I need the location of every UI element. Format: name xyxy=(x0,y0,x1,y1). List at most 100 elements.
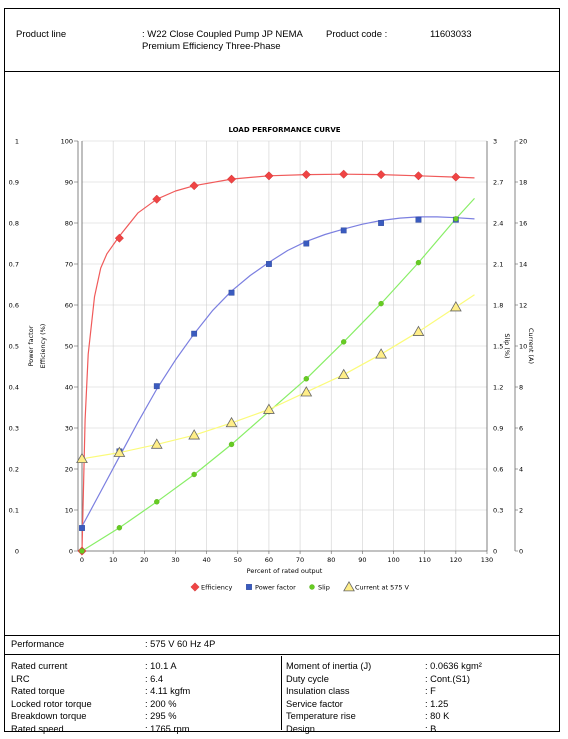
efficiency-tick-label: 90 xyxy=(65,179,73,187)
power-factor-point xyxy=(153,383,160,390)
legend-label: Slip xyxy=(318,584,330,592)
x-axis-label: Percent of rated output xyxy=(247,567,323,575)
power-factor-tick-label: 0 xyxy=(15,548,19,556)
power-factor-tick-label: 0.5 xyxy=(9,343,19,351)
efficiency-point xyxy=(451,172,461,182)
power-factor-tick-label: 0.7 xyxy=(9,261,19,269)
current-tick-label: 8 xyxy=(519,384,523,392)
slip-tick-label: 0.9 xyxy=(493,425,503,433)
efficiency-tick-label: 60 xyxy=(65,302,73,310)
slip-point xyxy=(309,584,315,590)
power-factor-tick-label: 1 xyxy=(15,138,19,146)
current-tick-label: 12 xyxy=(519,302,527,310)
power-factor-tick-label: 0.3 xyxy=(9,425,19,433)
power-factor-point xyxy=(79,525,85,531)
efficiency-point xyxy=(376,170,386,180)
slip-tick-label: 2.7 xyxy=(493,179,503,187)
spec-right-label: Moment of inertia (J) xyxy=(286,661,372,671)
slip-point xyxy=(79,548,85,554)
power-factor-point xyxy=(246,584,252,590)
performance-value: : 575 V 60 Hz 4P xyxy=(145,639,216,649)
efficiency-point xyxy=(413,171,424,181)
efficiency-point xyxy=(226,174,237,184)
power-factor-tick-label: 0.6 xyxy=(9,302,19,310)
slip-point xyxy=(191,471,197,478)
power-factor-tick-label: 0.1 xyxy=(9,507,19,515)
x-tick-label: 60 xyxy=(265,556,273,564)
efficiency-tick-label: 0 xyxy=(69,548,73,556)
spec-right-value: : 1.25 xyxy=(425,698,449,709)
power-factor-tick-label: 0.9 xyxy=(9,179,19,187)
spec-right-value: : F xyxy=(425,686,436,697)
spec-right-label: Temperature rise xyxy=(286,711,356,722)
spec-right-value: : 0.0636 kgm² xyxy=(425,661,482,671)
current-tick-label: 4 xyxy=(519,466,523,474)
efficiency-curve xyxy=(81,173,475,552)
slip-point xyxy=(453,216,459,222)
x-tick-label: 0 xyxy=(80,556,84,564)
spec-left-value: : 4.11 kgfm xyxy=(145,686,191,697)
x-tick-label: 80 xyxy=(327,556,335,564)
efficiency-tick-label: 100 xyxy=(61,138,73,146)
efficiency-point xyxy=(264,171,274,181)
x-tick-label: 90 xyxy=(358,556,366,564)
slip-point xyxy=(154,499,160,505)
efficiency-point xyxy=(189,181,199,191)
power-factor-axis-label: Power factor xyxy=(27,325,35,366)
power-factor-tick-label: 0.2 xyxy=(9,466,19,474)
spec-right-value: : B xyxy=(425,724,437,734)
slip-point xyxy=(303,376,310,382)
spec-left-value: : 6.4 xyxy=(145,673,164,684)
slip-tick-label: 1.5 xyxy=(493,343,503,351)
power-factor-point xyxy=(191,330,198,337)
efficiency-point xyxy=(190,582,200,592)
current-tick-label: 0 xyxy=(519,548,523,556)
slip-tick-label: 0.3 xyxy=(493,507,503,515)
current-point xyxy=(375,348,387,359)
product-header: Product line : W22 Close Coupled Pump JP… xyxy=(5,9,559,72)
spec-left-label: Rated current xyxy=(11,661,68,671)
product-code-value: 11603033 xyxy=(430,29,472,40)
current-point xyxy=(113,446,126,457)
efficiency-tick-label: 80 xyxy=(65,220,73,228)
legend-label: Power factor xyxy=(255,584,296,592)
x-tick-label: 20 xyxy=(140,556,148,564)
power-factor-point xyxy=(340,227,347,234)
legend-label: Current at 575 V xyxy=(355,584,410,592)
spec-left-label: Locked rotor torque xyxy=(11,698,92,709)
x-tick-label: 50 xyxy=(234,556,242,564)
spec-left-label: Rated torque xyxy=(11,686,65,697)
efficiency-point xyxy=(301,170,311,180)
current-point xyxy=(263,403,275,414)
chart-title: LOAD PERFORMANCE CURVE xyxy=(228,126,340,134)
slip-point xyxy=(340,339,347,345)
spec-right-value: : 80 K xyxy=(425,711,450,722)
current-point xyxy=(343,580,355,592)
efficiency-tick-label: 70 xyxy=(65,261,73,269)
current-point xyxy=(150,438,163,449)
spec-right-label: Duty cycle xyxy=(286,673,329,684)
current-tick-label: 20 xyxy=(519,138,527,146)
x-tick-label: 100 xyxy=(387,556,399,564)
current-point xyxy=(225,416,238,428)
current-tick-label: 14 xyxy=(519,261,527,269)
spec-right-label: Insulation class xyxy=(286,686,350,697)
power-factor-tick-label: 0.4 xyxy=(9,384,19,392)
spec-left-label: Rated speed xyxy=(11,724,64,734)
power-factor-tick-label: 0.8 xyxy=(9,220,19,228)
power-factor-point xyxy=(228,289,235,296)
power-factor-point xyxy=(378,220,384,226)
x-tick-label: 10 xyxy=(109,556,117,564)
x-tick-label: 130 xyxy=(481,556,493,564)
current-point xyxy=(76,452,88,464)
x-tick-label: 70 xyxy=(296,556,304,564)
slip-tick-label: 3 xyxy=(493,138,497,146)
product-line-label: Product line xyxy=(16,29,67,40)
slip-curve xyxy=(81,197,475,552)
x-tick-label: 120 xyxy=(450,556,462,564)
efficiency-tick-label: 10 xyxy=(65,507,73,515)
current-point xyxy=(188,429,201,440)
power-factor-curve xyxy=(81,216,475,527)
spec-left-value: : 10.1 A xyxy=(145,661,177,671)
current-axis-label: Current (A) xyxy=(527,328,535,364)
